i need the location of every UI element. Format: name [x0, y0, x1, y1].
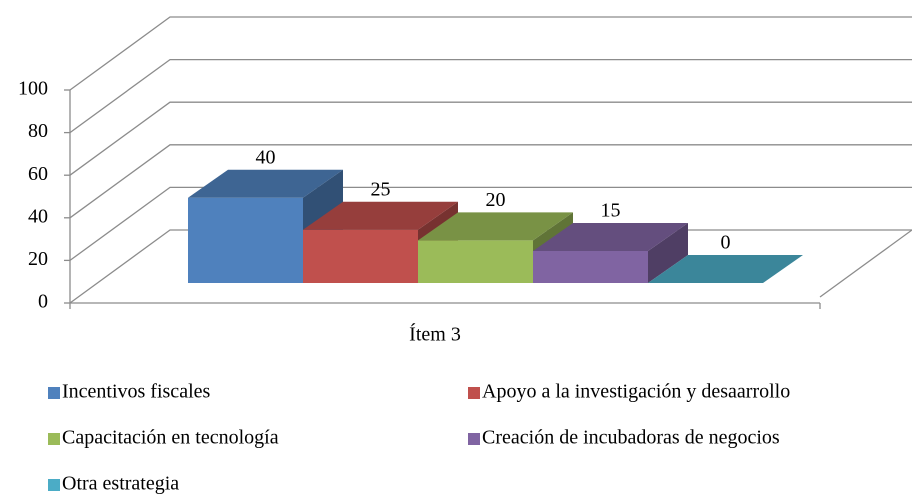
legend-label: Otra estrategia — [62, 473, 179, 495]
data-label: 0 — [721, 232, 731, 254]
y-tick-label: 60 — [28, 163, 48, 185]
y-tick-label: 40 — [28, 205, 48, 227]
y-tick-label: 20 — [28, 248, 48, 270]
data-label: 20 — [486, 189, 506, 211]
legend-label: Creación de incubadoras de negocios — [482, 427, 780, 449]
grid-line — [69, 16, 912, 91]
x-tick-label: Ítem 3 — [409, 323, 461, 346]
bar-top — [188, 169, 343, 198]
bar — [533, 223, 688, 283]
grid-line — [69, 144, 912, 219]
floor-edge — [819, 229, 912, 298]
bar-top — [648, 255, 803, 283]
bar — [648, 255, 803, 283]
grid-line — [69, 186, 912, 261]
legend-label: Capacitación en tecnología — [62, 427, 279, 449]
bar-top — [533, 223, 688, 252]
data-label: 40 — [256, 146, 276, 168]
legend-swatch — [468, 387, 480, 399]
bar-front — [303, 229, 418, 283]
bar-top — [303, 201, 458, 230]
bar-front — [533, 251, 648, 283]
legend-label: Incentivos fiscales — [62, 381, 210, 403]
legend-swatch — [48, 433, 60, 445]
bar-top — [418, 212, 573, 241]
legend-label: Apoyo a la investigación y desaarrollo — [482, 381, 790, 403]
grid-line — [69, 101, 912, 176]
y-tick-label: 100 — [18, 78, 48, 100]
data-label: 15 — [601, 200, 621, 222]
bar-front — [418, 240, 533, 283]
grid-line — [69, 58, 912, 134]
data-label: 25 — [371, 178, 391, 200]
legend-swatch — [48, 479, 60, 491]
y-tick-label: 80 — [28, 120, 48, 142]
y-tick-label: 0 — [38, 291, 48, 313]
legend-swatch — [48, 387, 60, 399]
bar-front — [188, 197, 303, 283]
bar-side — [648, 223, 688, 283]
legend-swatch — [468, 433, 480, 445]
